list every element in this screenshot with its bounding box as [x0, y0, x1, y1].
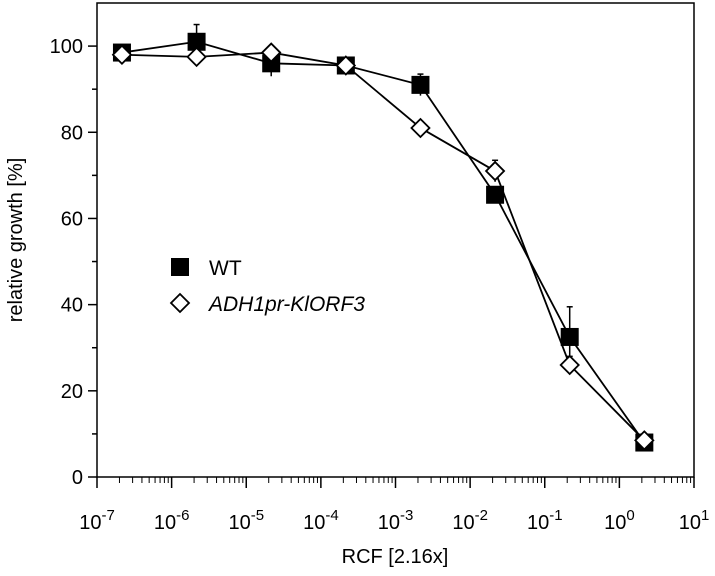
y-tick-label: 40 [61, 295, 83, 317]
legend-marker-wt [171, 258, 189, 276]
data-point-adh1pr [335, 55, 357, 76]
data-point-wt [486, 185, 505, 204]
y-tick-label: 60 [61, 208, 83, 230]
x-tick-label: 10-7 [79, 507, 115, 534]
legend: WT ADH1pr-KlORF3 [169, 257, 365, 316]
data-point-adh1pr [111, 44, 133, 65]
x-tick-label: 10-1 [527, 507, 563, 534]
series-line-wt [121, 40, 646, 444]
y-tick-label: 100 [50, 36, 83, 58]
y-tick-label: 0 [72, 467, 83, 489]
legend-marker-adh1pr [169, 292, 191, 314]
y-axis: 0 20 40 60 80 100 [50, 36, 97, 489]
y-axis-label: relative growth [%] [5, 158, 27, 323]
data-point-adh1pr [410, 117, 431, 139]
plot-frame [96, 2, 695, 478]
data-point-adh1pr [559, 354, 580, 376]
data-point-adh1pr [634, 430, 655, 451]
data-point-adh1pr [260, 42, 282, 63]
legend-label-adh1pr: ADH1pr-KlORF3 [207, 293, 365, 316]
x-tick-label: 10-4 [303, 507, 339, 534]
x-tick-label: 101 [679, 507, 710, 534]
x-tick-label: 10-6 [154, 507, 190, 534]
data-point-wt [560, 327, 579, 346]
series-line-adh1pr [121, 51, 645, 442]
data-point-adh1pr [484, 160, 506, 182]
data-point-adh1pr [186, 46, 207, 68]
x-tick-label: 10-5 [228, 507, 264, 534]
y-tick-label: 20 [61, 381, 83, 403]
x-axis-label: RCF [2.16x] [342, 546, 449, 568]
x-axis: 10-7 10-6 10-5 10-4 10-3 10-2 10-1 100 101 [79, 477, 709, 534]
x-tick-label: 10-3 [378, 507, 414, 534]
legend-label-wt: WT [209, 257, 242, 280]
x-tick-label: 10-2 [452, 507, 488, 534]
series-layer [111, 23, 655, 452]
x-tick-label: 100 [604, 507, 635, 534]
data-point-wt [262, 54, 281, 73]
y-tick-label: 80 [61, 122, 83, 144]
data-point-wt [187, 32, 206, 51]
data-point-wt [411, 75, 430, 94]
